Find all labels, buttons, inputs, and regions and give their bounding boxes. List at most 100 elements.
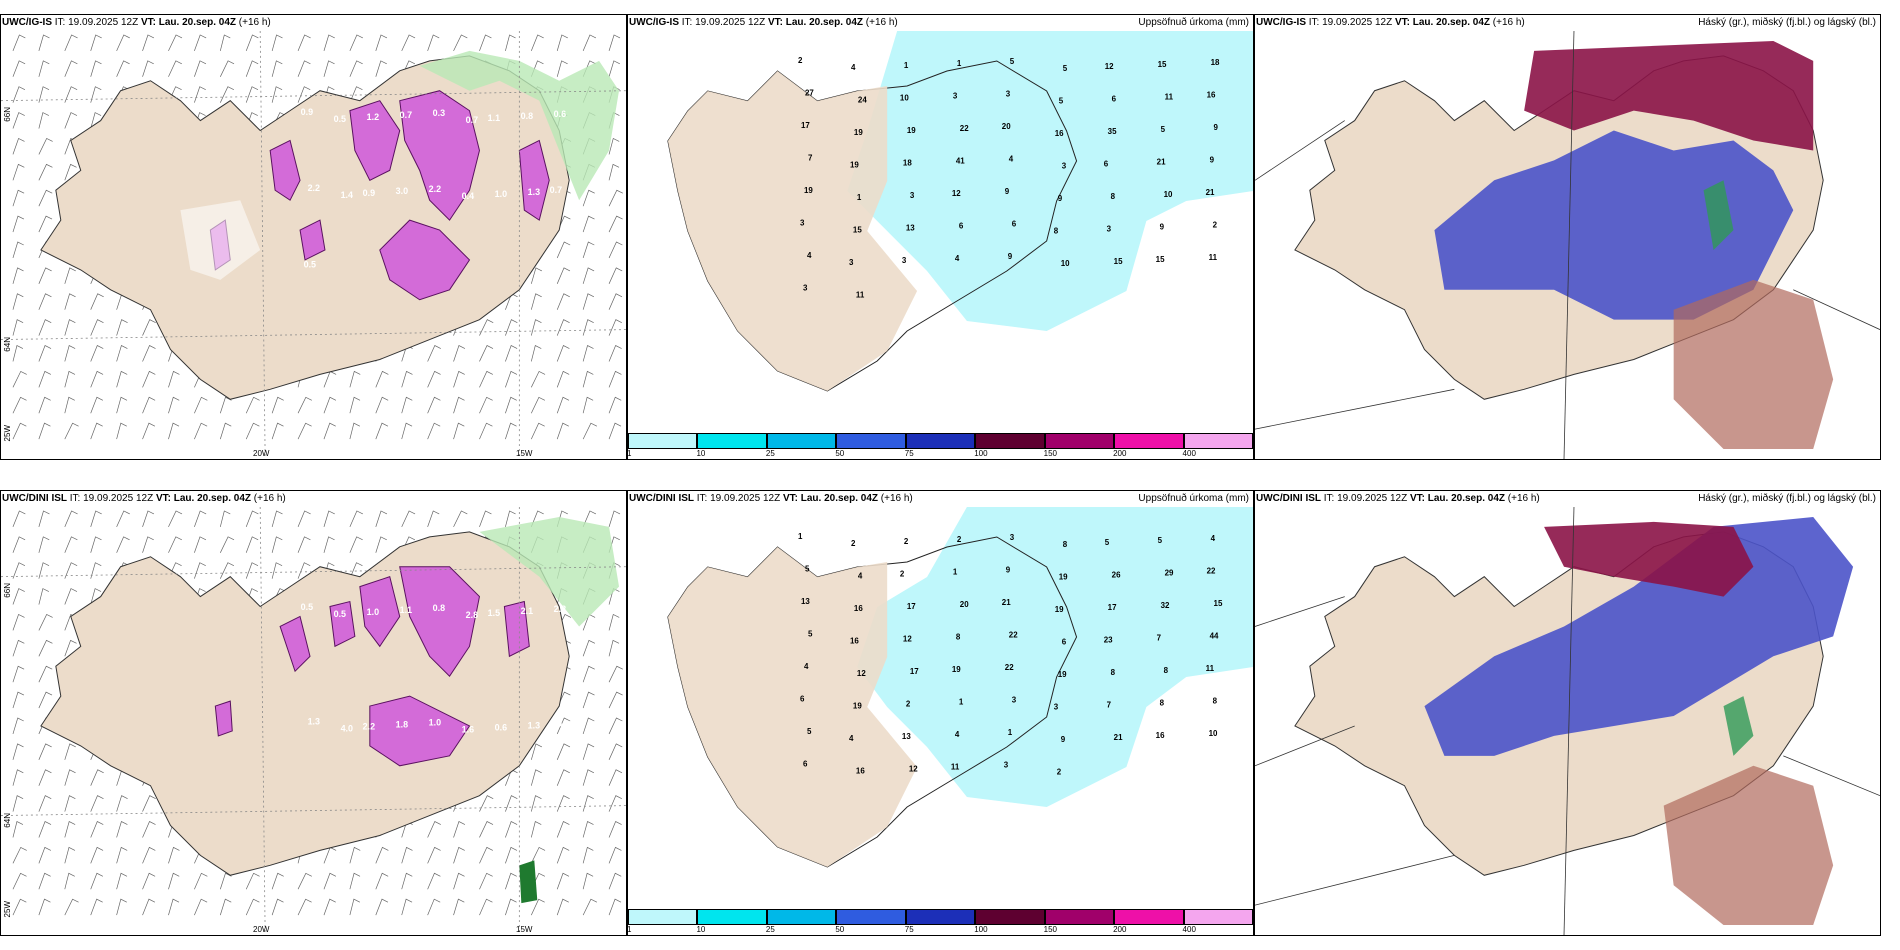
wind-barb (427, 821, 441, 838)
colorbar-tick-label: 50 (835, 925, 845, 934)
wind-barb (479, 422, 493, 440)
accum-value-label: 5 (805, 565, 810, 574)
wind-barb (401, 396, 413, 414)
precip-value-label: 2.2 (554, 604, 566, 614)
wind-barb (349, 370, 361, 388)
accum-value-label: 12 (857, 669, 866, 678)
colorbar-swatch (1044, 433, 1115, 449)
wind-barb (582, 665, 595, 683)
accum-value-label: 22 (960, 124, 969, 133)
accum-value-label: 1 (957, 59, 962, 68)
precip-value-label: 2.2 (363, 721, 375, 731)
wind-barb (12, 345, 24, 362)
colorbar-tick-label: 25 (765, 449, 775, 458)
domain-lines (1255, 31, 1880, 459)
precip-value-label: 1.3 (528, 187, 540, 197)
wind-barb (297, 562, 311, 579)
wind-barb (427, 846, 441, 864)
wind-barb (453, 510, 468, 528)
domain-lines (1255, 507, 1880, 935)
accum-value-label: 5 (1010, 57, 1015, 66)
colorbar-tick-label: 75 (904, 925, 914, 934)
wind-barb (12, 898, 27, 916)
wind-barb (556, 795, 570, 812)
wind-barb (64, 588, 78, 605)
wind-barb (116, 821, 128, 838)
accum-value-label: 9 (1006, 566, 1011, 575)
wind-barb (90, 345, 104, 362)
accum-value-label: 7 (1107, 701, 1112, 710)
wind-barb (12, 769, 24, 786)
wind-barb (556, 422, 569, 440)
lead-time: (+16 h) (1507, 493, 1540, 504)
wind-barb (608, 215, 623, 233)
wind-barb (219, 898, 232, 916)
accum-value-label: 19 (907, 126, 916, 135)
wind-barb (401, 34, 416, 52)
wind-barb (12, 189, 25, 207)
wind-barb (349, 872, 361, 890)
accum-value-label: 21 (1206, 188, 1215, 197)
accum-value-label: 11 (1165, 93, 1174, 102)
wind-barb (38, 614, 53, 631)
iceland-outline (667, 536, 1078, 868)
panel-precip-wind-igis: UWC/IG-IS IT: 19.09.2025 12Z VT: Lau. 20… (0, 14, 627, 460)
wind-barb (38, 112, 50, 129)
wind-barb (505, 795, 518, 812)
wind-barb (453, 396, 465, 414)
wind-barb (219, 396, 232, 414)
wind-barb (323, 846, 337, 864)
wind-barb (38, 138, 53, 155)
wind-barb (245, 60, 259, 77)
wind-barb (116, 872, 128, 890)
wind-barb (142, 536, 154, 553)
model-name: UWC/DINI ISL (2, 493, 67, 504)
precip-value-label: 3.0 (396, 186, 408, 196)
accum-value-label: 8 (1164, 666, 1169, 675)
wind-barb (323, 34, 335, 52)
valid-time: VT: Lau. 20.sep. 04Z (1394, 17, 1491, 28)
wind-barb (556, 396, 570, 414)
wind-barb (64, 422, 79, 440)
wind-barb (38, 215, 53, 233)
map-svg: 0.5 0.5 1.0 1.1 0.8 2.8 1.5 2.1 2.2 1.3 4.0 2.2 1.8 1… (1, 507, 626, 935)
wind-barb (12, 293, 24, 310)
colorbar-swatch (905, 433, 976, 449)
wind-barb (530, 846, 546, 864)
accum-value-label: 8 (956, 633, 961, 642)
wind-barb (12, 821, 24, 838)
wind-barb (219, 562, 235, 579)
panel-header: UWC/IG-IS IT: 19.09.2025 12Z VT: Lau. 20… (629, 16, 1249, 30)
accum-value-label: 5 (1105, 538, 1110, 547)
wind-barb (375, 370, 389, 388)
accum-value-label: 2 (851, 539, 856, 548)
accum-value-label: 8 (1054, 227, 1059, 236)
accum-value-label: 1 (959, 698, 964, 707)
wind-barb (375, 846, 389, 864)
accum-value-label: 20 (1002, 122, 1011, 131)
valid-time: VT: Lau. 20.sep. 04Z (767, 17, 864, 28)
wind-barb (582, 769, 595, 786)
high-cloud-south-area (1673, 279, 1834, 450)
accum-value-label: 16 (1055, 129, 1064, 138)
wind-barb (142, 898, 156, 916)
wind-barb (349, 510, 363, 528)
iceland-outline (667, 60, 1078, 392)
precip-value-label: 0.8 (433, 603, 445, 613)
colorbar-swatch (905, 909, 976, 925)
wind-barb (64, 872, 75, 890)
accum-value-label: 2 (1057, 768, 1062, 777)
accum-value-label: 2 (906, 700, 911, 709)
precip-wind-map: 0.5 0.5 1.0 1.1 0.8 2.8 1.5 2.1 2.2 1.3 4.0 2.2 1.8 1… (1, 507, 626, 935)
precip-wind-map: 0.9 0.5 1.2 0.7 0.3 0.7 1.1 0.8 0.6 2.2 1.4 0.9 3.0 2… (1, 31, 626, 459)
colorbar-tick-label: 25 (765, 925, 775, 934)
wind-barb (530, 769, 542, 786)
wind-barb (38, 639, 53, 657)
wind-barb (194, 536, 207, 553)
wind-barb (323, 898, 336, 916)
low-cloud-area (1703, 180, 1734, 250)
model-name: UWC/DINI ISL (629, 493, 694, 504)
wind-barb (271, 396, 284, 414)
panel-header: UWC/DINI ISL IT: 19.09.2025 12Z VT: Lau.… (629, 492, 1249, 506)
